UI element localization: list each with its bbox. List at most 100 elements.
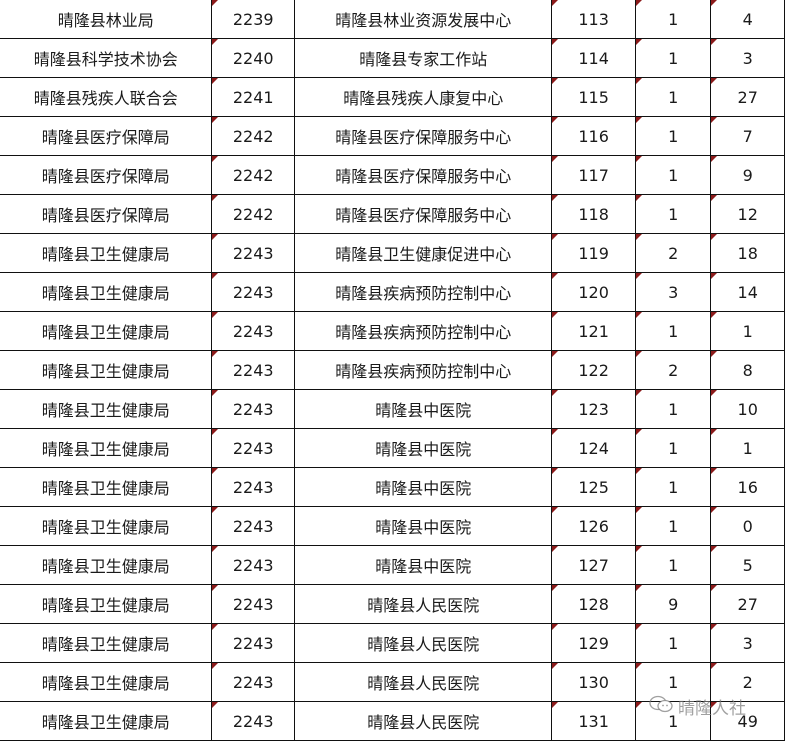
cell-hire-count: 2 [634,233,712,273]
cell-unit: 晴隆县中医院 [294,506,553,546]
cell-applicant-count: 14 [710,272,785,312]
table-row: 晴隆县卫生健康局 2243 晴隆县中医院 124 1 1 [0,428,785,468]
cell-unit: 晴隆县医疗保障服务中心 [294,116,553,156]
cell-department-code: 2243 [211,701,296,741]
cell-position-code: 113 [551,0,636,39]
cell-position-code: 125 [551,467,636,507]
cell-unit: 晴隆县专家工作站 [294,38,553,78]
cell-hire-count: 3 [634,272,712,312]
cell-hire-count: 1 [634,701,712,741]
table-row: 晴隆县卫生健康局 2243 晴隆县人民医院 130 1 2 [0,662,785,702]
cell-department-code: 2243 [211,350,296,390]
cell-applicant-count: 0 [710,506,785,546]
cell-applicant-count: 5 [710,545,785,585]
cell-hire-count: 1 [634,311,712,351]
cell-department-code: 2239 [211,0,296,39]
cell-applicant-count: 27 [710,77,785,117]
table-row: 晴隆县卫生健康局 2243 晴隆县疾病预防控制中心 120 3 14 [0,272,785,312]
cell-unit: 晴隆县疾病预防控制中心 [294,350,553,390]
cell-hire-count: 1 [634,545,712,585]
cell-unit: 晴隆县人民医院 [294,584,553,624]
cell-position-code: 114 [551,38,636,78]
cell-department-code: 2243 [211,428,296,468]
cell-applicant-count: 9 [710,155,785,195]
table-row: 晴隆县卫生健康局 2243 晴隆县中医院 127 1 5 [0,545,785,585]
cell-department: 晴隆县医疗保障局 [0,116,213,156]
cell-unit: 晴隆县中医院 [294,428,553,468]
cell-department-code: 2242 [211,116,296,156]
cell-hire-count: 1 [634,467,712,507]
cell-department-code: 2243 [211,311,296,351]
cell-position-code: 129 [551,623,636,663]
table-row: 晴隆县林业局 2239 晴隆县林业资源发展中心 113 1 4 [0,0,785,39]
cell-department-code: 2243 [211,623,296,663]
cell-department-code: 2241 [211,77,296,117]
cell-unit: 晴隆县医疗保障服务中心 [294,194,553,234]
watermark: 晴隆人社 [648,694,746,719]
cell-hire-count: 1 [634,428,712,468]
cell-hire-count: 1 [634,389,712,429]
cell-department: 晴隆县科学技术协会 [0,38,213,78]
cell-department-code: 2242 [211,155,296,195]
cell-position-code: 117 [551,155,636,195]
cell-position-code: 122 [551,350,636,390]
cell-position-code: 120 [551,272,636,312]
cell-position-code: 128 [551,584,636,624]
cell-department-code: 2243 [211,467,296,507]
cell-applicant-count: 49 [710,701,785,741]
watermark-text: 晴隆人社 [678,699,746,719]
cell-position-code: 116 [551,116,636,156]
cell-applicant-count: 3 [710,623,785,663]
cell-hire-count: 1 [634,155,712,195]
cell-unit: 晴隆县疾病预防控制中心 [294,311,553,351]
cell-department-code: 2240 [211,38,296,78]
cell-position-code: 130 [551,662,636,702]
cell-applicant-count: 18 [710,233,785,273]
cell-position-code: 127 [551,545,636,585]
cell-department: 晴隆县卫生健康局 [0,272,213,312]
cell-department-code: 2243 [211,545,296,585]
cell-department: 晴隆县卫生健康局 [0,350,213,390]
cell-unit: 晴隆县疾病预防控制中心 [294,272,553,312]
cell-unit: 晴隆县中医院 [294,389,553,429]
cell-unit: 晴隆县中医院 [294,545,553,585]
table-row: 晴隆县卫生健康局 2243 晴隆县人民医院 128 9 27 [0,584,785,624]
cell-position-code: 126 [551,506,636,546]
cell-unit: 晴隆县残疾人康复中心 [294,77,553,117]
cell-position-code: 124 [551,428,636,468]
table-row: 晴隆县卫生健康局 2243 晴隆县人民医院 131 1 49 [0,701,785,741]
cell-department: 晴隆县卫生健康局 [0,701,213,741]
cell-position-code: 119 [551,233,636,273]
cell-department: 晴隆县卫生健康局 [0,506,213,546]
cell-position-code: 118 [551,194,636,234]
cell-department: 晴隆县卫生健康局 [0,467,213,507]
table-row: 晴隆县医疗保障局 2242 晴隆县医疗保障服务中心 117 1 9 [0,155,785,195]
cell-applicant-count: 7 [710,116,785,156]
cell-hire-count: 1 [634,506,712,546]
cell-unit: 晴隆县人民医院 [294,701,553,741]
cell-applicant-count: 1 [710,311,785,351]
cell-hire-count: 2 [634,350,712,390]
table-row: 晴隆县医疗保障局 2242 晴隆县医疗保障服务中心 116 1 7 [0,116,785,156]
cell-unit: 晴隆县中医院 [294,467,553,507]
table-row: 晴隆县卫生健康局 2243 晴隆县人民医院 129 1 3 [0,623,785,663]
cell-department: 晴隆县卫生健康局 [0,428,213,468]
cell-hire-count: 1 [634,0,712,39]
cell-applicant-count: 1 [710,428,785,468]
cell-department: 晴隆县卫生健康局 [0,389,213,429]
cell-hire-count: 1 [634,662,712,702]
table-row: 晴隆县卫生健康局 2243 晴隆县疾病预防控制中心 122 2 8 [0,350,785,390]
cell-department: 晴隆县卫生健康局 [0,662,213,702]
cell-applicant-count: 4 [710,0,785,39]
table-row: 晴隆县卫生健康局 2243 晴隆县中医院 123 1 10 [0,389,785,429]
cell-applicant-count: 16 [710,467,785,507]
cell-department-code: 2243 [211,662,296,702]
cell-department-code: 2242 [211,194,296,234]
cell-department: 晴隆县残疾人联合会 [0,77,213,117]
cell-department-code: 2243 [211,584,296,624]
cell-department: 晴隆县医疗保障局 [0,194,213,234]
wechat-icon [648,694,674,719]
cell-department-code: 2243 [211,233,296,273]
cell-hire-count: 1 [634,116,712,156]
cell-position-code: 115 [551,77,636,117]
